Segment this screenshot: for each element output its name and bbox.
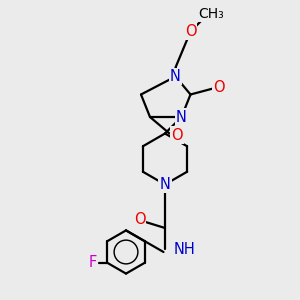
- Text: N: N: [170, 69, 181, 84]
- Text: N: N: [160, 177, 170, 192]
- Text: O: O: [134, 212, 145, 226]
- Text: O: O: [185, 24, 196, 39]
- Text: CH₃: CH₃: [199, 7, 224, 20]
- Text: O: O: [213, 80, 225, 94]
- Text: N: N: [176, 110, 187, 124]
- Text: NH: NH: [174, 242, 196, 256]
- Text: O: O: [171, 128, 183, 142]
- Text: F: F: [88, 255, 96, 270]
